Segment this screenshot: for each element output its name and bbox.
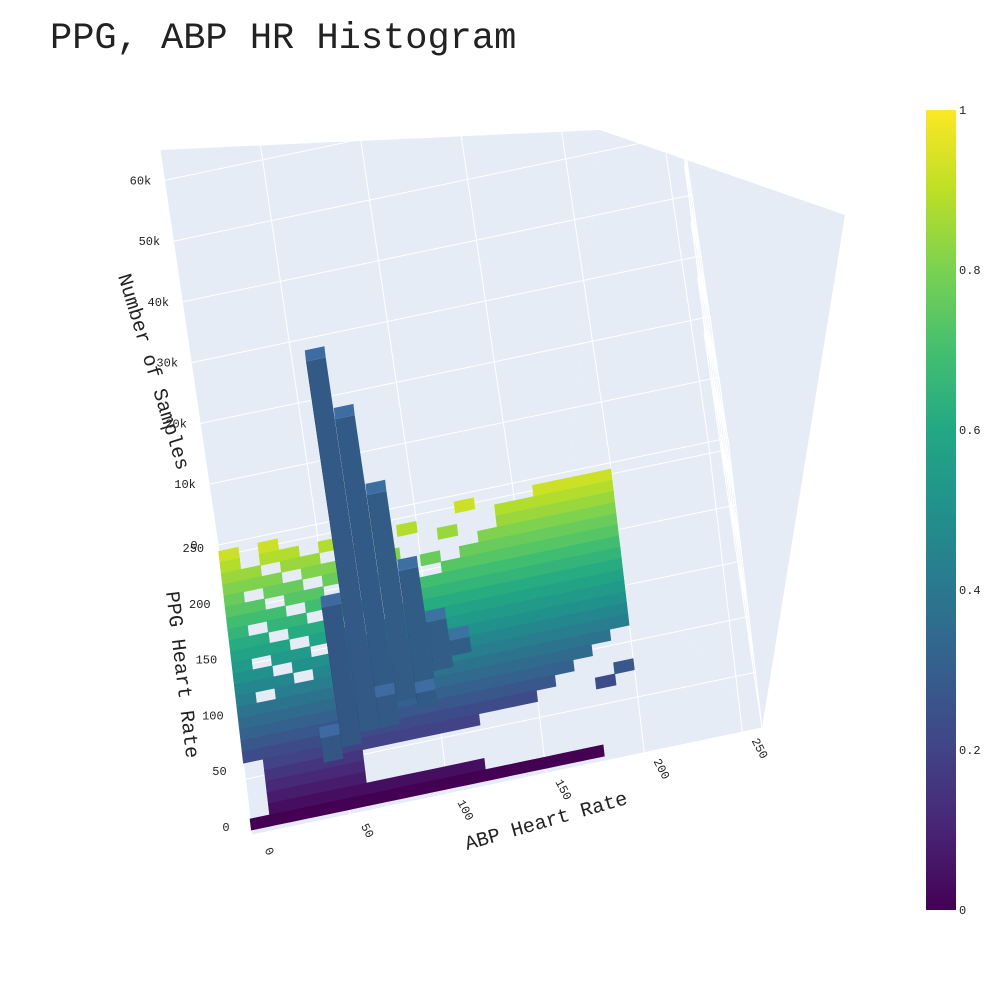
z-tick-label: 10k <box>174 478 196 492</box>
y-tick-label: 100 <box>202 709 224 723</box>
y-tick-label: 150 <box>196 654 218 668</box>
histogram-bar <box>365 479 417 702</box>
surface-cell <box>607 613 630 630</box>
y-tick-label: 250 <box>183 542 205 556</box>
bar-side-face <box>365 483 398 702</box>
bar-front-face <box>306 357 381 733</box>
bar-top-face <box>425 607 447 623</box>
colorbar-gradient <box>926 110 956 910</box>
z-tick-label: 50k <box>139 235 161 249</box>
x-tick-label: 0 <box>261 845 277 858</box>
bar-front-face <box>321 603 362 748</box>
x-axis-title: ABP Heart Rate <box>463 788 631 856</box>
histogram-bar <box>414 678 438 709</box>
z-tick-label: 40k <box>148 296 170 310</box>
bar-front-face <box>449 636 472 656</box>
surface-cell <box>396 520 418 537</box>
histogram-bar <box>319 723 344 763</box>
bar-top-face <box>333 403 355 420</box>
bar-top-face <box>319 723 340 739</box>
surface-cell <box>583 744 605 761</box>
x-tick-label: 150 <box>552 777 575 803</box>
y-axis-title: PPG Heart Rate <box>159 590 202 760</box>
colorbar-tick-label: 0.2 <box>959 744 981 758</box>
back-wall-left <box>160 130 600 545</box>
bar-top-face <box>365 479 387 496</box>
grid-line <box>191 255 702 364</box>
histogram-bar <box>333 403 399 717</box>
z-axis-ticks: 0 10k 20k 30k 40k 50k 60k <box>130 174 198 553</box>
bar-top-face <box>304 346 326 362</box>
grid-line <box>173 133 684 242</box>
z-tick-label: 0 <box>190 539 197 553</box>
surface-cell <box>534 674 557 691</box>
bar-top-face <box>374 682 396 698</box>
grid-line <box>251 332 763 836</box>
y-tick-label: 200 <box>189 598 211 612</box>
bar-front-face <box>375 693 400 729</box>
grid-line <box>208 376 720 485</box>
bar-top-face <box>414 678 436 694</box>
colorbar-tick-label: 0.6 <box>959 424 981 438</box>
histogram-bar <box>320 592 362 748</box>
chart-title: PPG, ABP HR Histogram <box>50 18 517 60</box>
bar-top-face <box>448 625 470 641</box>
surface-cell <box>571 644 593 661</box>
colorbar-tick-label: 0.8 <box>959 264 981 278</box>
z-tick-label: 60k <box>130 174 152 188</box>
bar-front-face <box>415 689 438 709</box>
grid-line <box>164 72 675 181</box>
bar-front-face <box>366 491 417 702</box>
bar-front-face <box>426 618 454 672</box>
grid-line <box>551 67 645 753</box>
bar-side-face <box>320 596 343 748</box>
x-tick-label: 50 <box>357 821 376 840</box>
y-tick-label: 0 <box>222 821 229 835</box>
x-tick-label: 250 <box>748 736 771 762</box>
bar-side-face <box>425 611 434 672</box>
surface-cell <box>453 497 476 514</box>
histogram-bars <box>304 346 472 763</box>
grid-line <box>217 437 729 546</box>
bar-front-face <box>398 566 436 687</box>
bar-side-face <box>304 350 361 733</box>
surface-cell <box>613 658 635 675</box>
histogram-bar <box>397 555 436 687</box>
histogram-bar <box>304 346 381 733</box>
colorbar-tick-label: 1 <box>959 104 966 118</box>
surface-cell <box>553 659 575 676</box>
y-axis-ticks: 0 50 100 150 200 250 <box>183 542 230 835</box>
surface-cell <box>594 673 617 690</box>
bar-side-face <box>397 559 416 687</box>
grid-line <box>727 437 763 729</box>
histogram-bar <box>374 682 400 729</box>
surface-cell <box>516 689 539 706</box>
surface-cell <box>458 713 481 730</box>
colorbar: 0 0.2 0.4 0.6 0.8 1 <box>926 104 981 918</box>
surface-cell <box>436 523 459 540</box>
bar-side-face <box>333 408 379 717</box>
bar-front-face <box>320 734 344 763</box>
grid-line <box>200 316 711 424</box>
bar-top-face <box>397 555 419 571</box>
x-tick-label: 100 <box>454 798 477 824</box>
grid-line <box>182 194 693 303</box>
histogram-bar <box>425 607 454 672</box>
grid-line <box>245 277 757 780</box>
surface-cell <box>419 550 442 567</box>
surface-cell <box>589 628 612 645</box>
bar-top-face <box>320 592 342 608</box>
z-tick-label: 20k <box>165 417 187 431</box>
grid-line <box>649 47 743 733</box>
z-tick-label: 30k <box>156 357 178 371</box>
colorbar-tick-label: 0 <box>959 904 966 918</box>
x-tick-label: 200 <box>650 756 673 782</box>
colorbar-tick-label: 0.4 <box>959 584 981 598</box>
histogram-bar <box>448 625 472 656</box>
y-tick-label: 50 <box>212 765 226 779</box>
bar-front-face <box>335 415 399 717</box>
